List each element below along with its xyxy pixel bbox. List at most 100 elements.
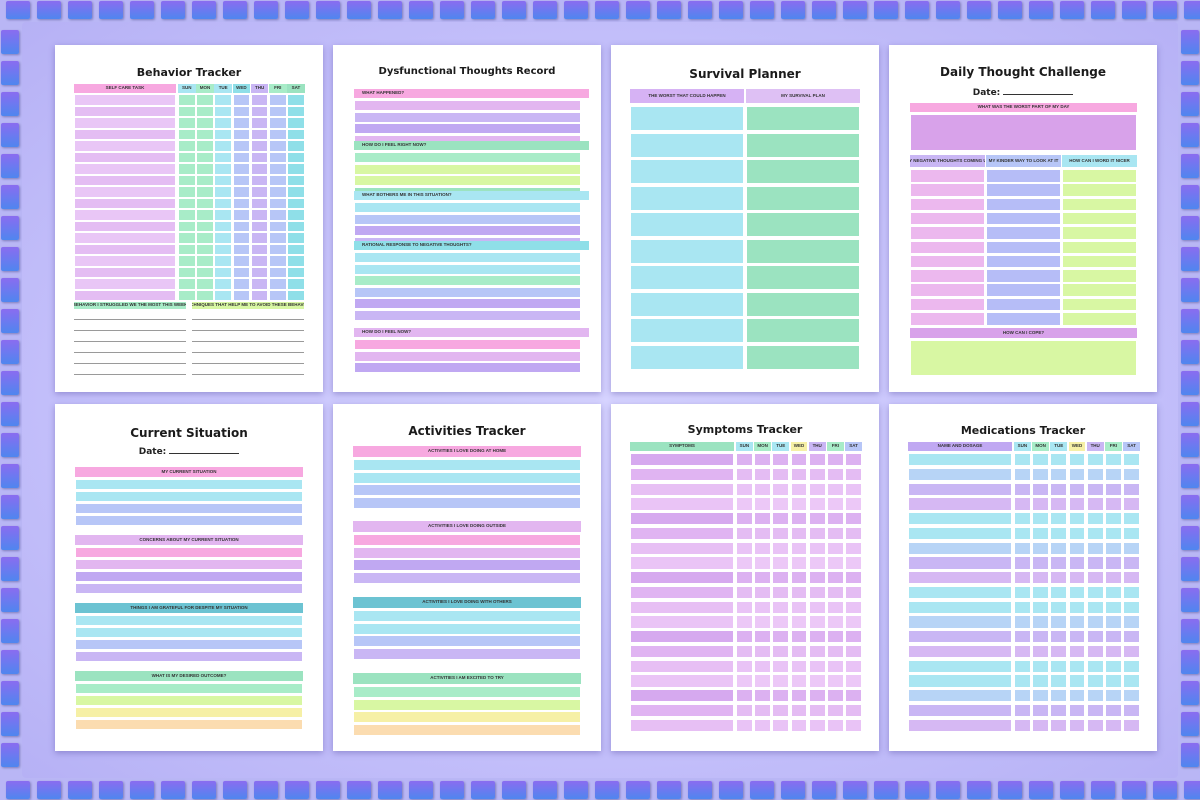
name-cell[interactable]: [908, 644, 1012, 659]
day-cell[interactable]: [214, 243, 232, 255]
plan-cell[interactable]: [746, 344, 860, 370]
task-cell[interactable]: [74, 186, 176, 198]
answer-row[interactable]: [75, 479, 303, 490]
task-cell[interactable]: [74, 163, 176, 175]
day-cell[interactable]: [178, 243, 196, 255]
day-cell[interactable]: [808, 556, 826, 570]
day-cell[interactable]: [790, 467, 808, 482]
day-cell[interactable]: [845, 674, 862, 688]
day-cell[interactable]: [772, 659, 790, 673]
day-cell[interactable]: [1014, 585, 1031, 600]
kinder-cell[interactable]: [986, 269, 1061, 283]
kinder-cell[interactable]: [986, 254, 1061, 269]
kinder-cell[interactable]: [986, 297, 1061, 312]
day-cell[interactable]: [772, 497, 790, 511]
day-cell[interactable]: [827, 526, 844, 541]
cope-field[interactable]: [910, 340, 1137, 376]
day-cell[interactable]: [287, 128, 305, 140]
answer-row[interactable]: [75, 547, 303, 558]
day-cell[interactable]: [1123, 526, 1140, 541]
day-cell[interactable]: [1105, 482, 1122, 496]
plan-cell[interactable]: [746, 212, 860, 237]
day-cell[interactable]: [1123, 541, 1140, 555]
day-cell[interactable]: [1014, 497, 1031, 511]
day-cell[interactable]: [1123, 718, 1140, 732]
name-cell[interactable]: [630, 718, 734, 732]
day-cell[interactable]: [1050, 615, 1068, 629]
name-cell[interactable]: [908, 467, 1012, 482]
day-cell[interactable]: [1032, 482, 1049, 496]
day-cell[interactable]: [232, 278, 251, 290]
day-cell[interactable]: [827, 585, 844, 600]
day-cell[interactable]: [196, 128, 214, 140]
day-cell[interactable]: [1050, 571, 1068, 585]
day-cell[interactable]: [845, 482, 862, 496]
day-cell[interactable]: [1086, 630, 1104, 644]
worst-cell[interactable]: [630, 185, 744, 211]
day-cell[interactable]: [754, 689, 771, 703]
day-cell[interactable]: [736, 453, 753, 467]
day-cell[interactable]: [287, 151, 305, 163]
day-cell[interactable]: [1123, 512, 1140, 526]
task-cell[interactable]: [74, 266, 176, 278]
answer-row[interactable]: [354, 111, 581, 123]
day-cell[interactable]: [790, 571, 808, 585]
day-cell[interactable]: [250, 232, 269, 244]
day-cell[interactable]: [1105, 630, 1122, 644]
nicer-cell[interactable]: [1062, 269, 1137, 283]
day-cell[interactable]: [845, 630, 862, 644]
day-cell[interactable]: [269, 140, 287, 152]
day-cell[interactable]: [287, 209, 305, 221]
day-cell[interactable]: [1068, 703, 1086, 718]
day-cell[interactable]: [250, 105, 269, 117]
day-cell[interactable]: [808, 674, 826, 688]
name-cell[interactable]: [630, 556, 734, 570]
task-cell[interactable]: [74, 243, 176, 255]
day-cell[interactable]: [250, 151, 269, 163]
day-cell[interactable]: [250, 163, 269, 175]
day-cell[interactable]: [269, 209, 287, 221]
day-cell[interactable]: [1068, 512, 1086, 526]
day-cell[interactable]: [1050, 644, 1068, 659]
day-cell[interactable]: [808, 659, 826, 673]
day-cell[interactable]: [845, 718, 862, 732]
day-cell[interactable]: [1050, 600, 1068, 614]
day-cell[interactable]: [1050, 482, 1068, 496]
plan-cell[interactable]: [746, 238, 860, 264]
thought-cell[interactable]: [910, 197, 985, 212]
day-cell[interactable]: [1086, 718, 1104, 732]
day-cell[interactable]: [250, 197, 269, 209]
task-cell[interactable]: [74, 220, 176, 232]
plan-cell[interactable]: [746, 265, 860, 290]
name-cell[interactable]: [630, 689, 734, 703]
day-cell[interactable]: [790, 630, 808, 644]
day-cell[interactable]: [827, 541, 844, 555]
day-cell[interactable]: [232, 140, 251, 152]
day-cell[interactable]: [232, 232, 251, 244]
day-cell[interactable]: [250, 255, 269, 267]
day-cell[interactable]: [232, 220, 251, 232]
day-cell[interactable]: [736, 644, 753, 659]
day-cell[interactable]: [1086, 512, 1104, 526]
day-cell[interactable]: [178, 186, 196, 198]
day-cell[interactable]: [845, 615, 862, 629]
day-cell[interactable]: [287, 266, 305, 278]
day-cell[interactable]: [1068, 571, 1086, 585]
worst-cell[interactable]: [630, 344, 744, 370]
worst-cell[interactable]: [630, 159, 744, 184]
activity-row[interactable]: [353, 698, 581, 711]
day-cell[interactable]: [1105, 644, 1122, 659]
day-cell[interactable]: [808, 512, 826, 526]
day-cell[interactable]: [196, 209, 214, 221]
name-cell[interactable]: [630, 482, 734, 496]
day-cell[interactable]: [232, 289, 251, 301]
thought-cell[interactable]: [910, 283, 985, 297]
day-cell[interactable]: [808, 615, 826, 629]
answer-row[interactable]: [75, 571, 303, 582]
day-cell[interactable]: [269, 94, 287, 106]
day-cell[interactable]: [1050, 541, 1068, 555]
day-cell[interactable]: [1123, 659, 1140, 673]
day-cell[interactable]: [1050, 689, 1068, 703]
day-cell[interactable]: [845, 689, 862, 703]
task-cell[interactable]: [74, 105, 176, 117]
